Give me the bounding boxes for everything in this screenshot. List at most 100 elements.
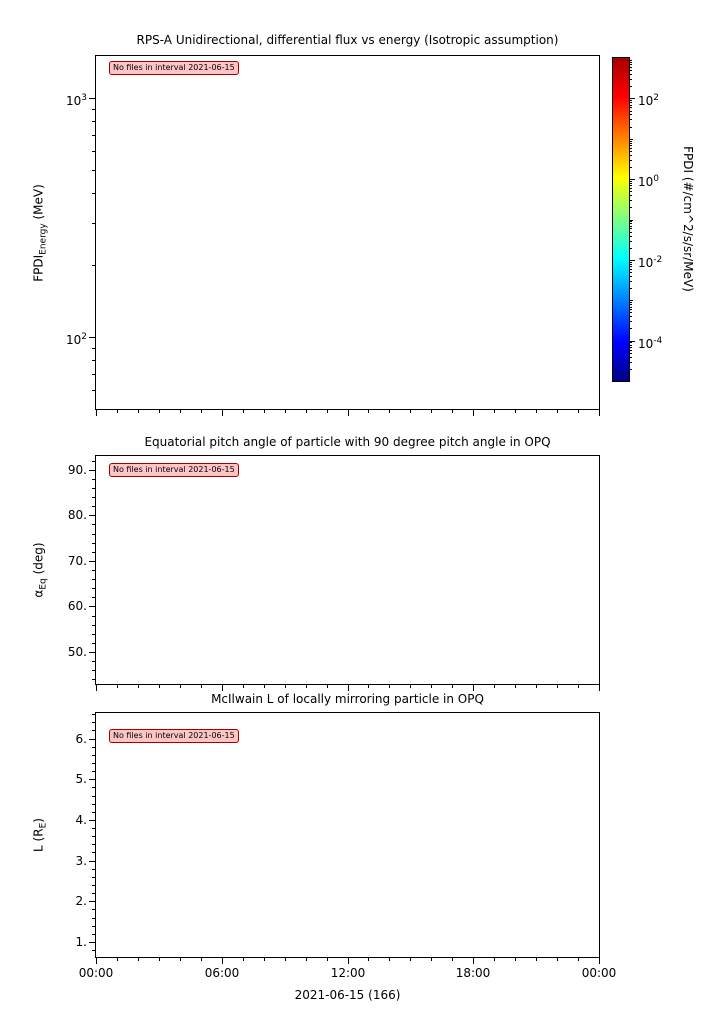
colorbar-minor-tick	[629, 269, 632, 270]
x-major-tick	[222, 409, 223, 416]
x-minor-tick	[138, 684, 139, 688]
x-minor-tick	[536, 957, 537, 961]
x-minor-tick	[243, 957, 244, 961]
exponent: 3	[81, 93, 87, 103]
colorbar-major-tick	[629, 179, 635, 180]
colorbar-minor-tick	[629, 79, 632, 80]
x-minor-tick	[557, 409, 558, 413]
x-minor-tick	[557, 684, 558, 688]
colorbar-minor-tick	[629, 262, 632, 263]
colorbar: 102 100 10-2 10-4	[612, 57, 662, 382]
y-minor-tick	[92, 828, 96, 829]
y-tick-label: 4.	[75, 813, 87, 827]
colorbar-axis-label: FPDI (#/cm^2/s/sr/MeV)	[681, 146, 695, 292]
label-text: FPDI	[31, 254, 46, 282]
x-major-tick	[348, 957, 349, 964]
y-minor-tick	[92, 625, 96, 626]
y-minor-tick	[92, 151, 96, 152]
label-text: (MeV)	[31, 184, 46, 224]
y-minor-tick	[92, 170, 96, 171]
x-minor-tick	[180, 684, 181, 688]
x-minor-tick	[578, 957, 579, 961]
y-minor-tick	[92, 616, 96, 617]
y-tick-label: 103	[65, 93, 87, 108]
colorbar-minor-tick	[629, 347, 632, 348]
y-minor-tick	[92, 479, 96, 480]
colorbar-minor-tick	[629, 70, 632, 71]
colorbar-minor-tick	[629, 143, 632, 144]
y-minor-tick	[92, 497, 96, 498]
label-subscript: Energy	[38, 223, 49, 255]
x-minor-tick	[159, 409, 160, 413]
y-minor-tick	[92, 730, 96, 731]
x-minor-tick	[368, 409, 369, 413]
y-minor-tick	[92, 570, 96, 571]
colorbar-minor-tick	[629, 328, 632, 329]
colorbar-major-tick	[629, 260, 635, 261]
colorbar-minor-tick	[629, 74, 632, 75]
colorbar-major-tick	[629, 98, 635, 99]
x-minor-tick	[180, 957, 181, 961]
y-minor-tick	[92, 934, 96, 935]
x-minor-tick	[431, 409, 432, 413]
colorbar-minor-tick	[629, 316, 632, 317]
y-minor-tick	[92, 348, 96, 349]
colorbar-minor-tick	[629, 111, 632, 112]
colorbar-minor-tick	[629, 86, 632, 87]
no-files-warning: No files in interval 2021-06-15	[109, 729, 239, 743]
y-minor-tick	[92, 869, 96, 870]
x-major-tick	[96, 684, 97, 691]
no-files-warning: No files in interval 2021-06-15	[109, 61, 239, 75]
colorbar-minor-tick	[629, 302, 632, 303]
colorbar-minor-tick	[629, 288, 632, 289]
colorbar-minor-tick	[629, 105, 632, 106]
exponent: 0	[653, 174, 660, 184]
colorbar-minor-tick	[629, 312, 632, 313]
colorbar-minor-tick	[629, 127, 632, 128]
y-major-tick	[89, 820, 96, 821]
plot-area: No files in interval 2021-06-15 102 103	[66, 55, 600, 416]
y-axis-label: αEq (deg)	[31, 542, 48, 597]
colorbar-major-tick	[629, 341, 635, 342]
x-minor-tick	[138, 409, 139, 413]
x-major-tick	[473, 684, 474, 691]
colorbar-minor-tick	[629, 309, 632, 310]
x-minor-tick	[327, 409, 328, 413]
y-minor-tick	[92, 670, 96, 671]
x-minor-tick	[201, 957, 202, 961]
label-text: L (R	[31, 828, 46, 852]
colorbar-minor-tick	[629, 167, 632, 168]
y-minor-tick	[92, 796, 96, 797]
y-major-tick	[89, 779, 96, 780]
x-minor-tick	[306, 684, 307, 688]
chart-title: RPS-A Unidirectional, differential flux …	[136, 33, 559, 47]
chart-title: McIlwain L of locally mirroring particle…	[211, 692, 484, 706]
x-minor-tick	[389, 684, 390, 688]
x-minor-tick	[285, 409, 286, 413]
x-minor-tick	[306, 409, 307, 413]
x-minor-tick	[327, 957, 328, 961]
y-major-tick	[89, 652, 96, 653]
y-tick-label: 80.	[67, 508, 87, 522]
plot-area: No files in interval 2021-06-15 1. 2. 3. 4.…	[76, 712, 616, 980]
x-tick-label: 18:00	[455, 966, 491, 980]
y-minor-tick	[92, 714, 96, 715]
x-minor-tick	[452, 684, 453, 688]
x-minor-tick	[389, 409, 390, 413]
colorbar-decade-tick	[629, 139, 633, 140]
x-minor-tick	[410, 957, 411, 961]
y-tick-label: 50.	[67, 645, 87, 659]
x-major-tick	[599, 409, 600, 416]
y-minor-tick	[92, 488, 96, 489]
colorbar-minor-tick	[629, 221, 632, 222]
exponent: 2	[653, 93, 660, 103]
x-minor-tick	[431, 957, 432, 961]
y-minor-tick	[92, 390, 96, 391]
y-minor-tick	[92, 771, 96, 772]
y-minor-tick	[92, 747, 96, 748]
colorbar-tick-label: 10-2	[638, 255, 663, 270]
y-major-tick	[89, 606, 96, 607]
x-major-tick	[599, 957, 600, 964]
x-major-tick	[222, 684, 223, 691]
